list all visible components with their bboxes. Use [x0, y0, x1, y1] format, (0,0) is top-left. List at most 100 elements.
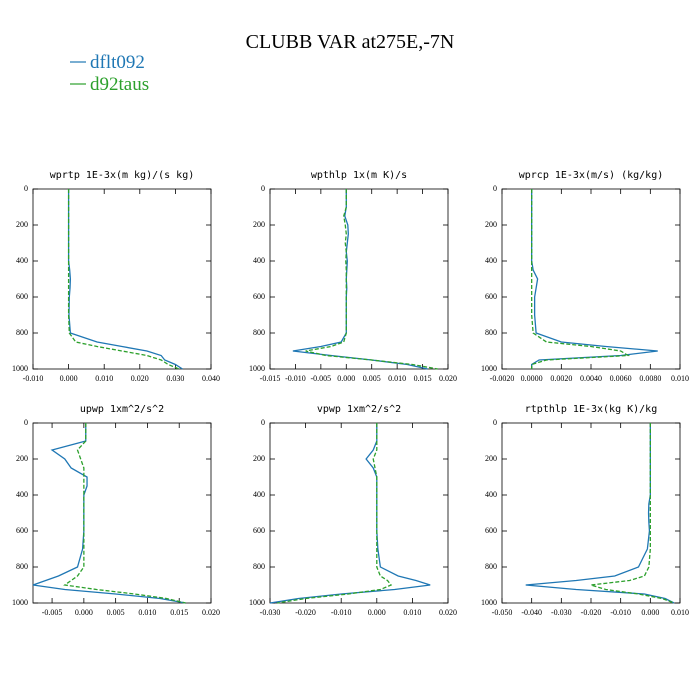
- y-tick-label: 400: [485, 256, 497, 265]
- x-tick-label: 0.010: [388, 374, 406, 383]
- profile-line: [67, 189, 183, 370]
- x-tick-label: -0.005: [42, 608, 63, 617]
- x-tick-label: 0.0080: [639, 374, 661, 383]
- x-tick-label: 0.020: [202, 608, 220, 617]
- profile-line: [531, 189, 631, 369]
- x-tick-label: -0.020: [295, 608, 316, 617]
- y-tick-label: 1000: [249, 364, 265, 373]
- y-tick-label: 200: [16, 454, 28, 463]
- x-tick-label: 0.010: [138, 608, 156, 617]
- y-tick-label: 800: [16, 562, 28, 571]
- y-tick-label: 0: [261, 418, 265, 427]
- x-tick-label: 0.020: [439, 608, 457, 617]
- x-tick-label: 0.005: [363, 374, 381, 383]
- profile-line: [292, 189, 428, 370]
- x-tick-label: 0.005: [107, 608, 125, 617]
- y-tick-label: 600: [16, 292, 28, 301]
- x-tick-label: 0.015: [170, 608, 188, 617]
- x-tick-label: 0.0060: [610, 374, 632, 383]
- x-tick-label: -0.030: [551, 608, 572, 617]
- x-tick-label: -0.010: [610, 608, 631, 617]
- x-tick-label: -0.040: [521, 608, 542, 617]
- y-tick-label: 1000: [249, 598, 265, 607]
- x-tick-label: 0.010: [671, 374, 689, 383]
- plot-frame: [501, 188, 681, 370]
- y-tick-label: 400: [253, 256, 265, 265]
- profile-line: [305, 189, 438, 370]
- profile-line: [67, 189, 180, 370]
- x-tick-label: 0.020: [131, 374, 149, 383]
- x-tick-label: -0.015: [260, 374, 281, 383]
- x-tick-label: 0.000: [337, 374, 355, 383]
- x-tick-label: 0.015: [414, 374, 432, 383]
- x-tick-label: -0.050: [492, 608, 513, 617]
- x-tick-label: 0.0020: [550, 374, 572, 383]
- y-tick-label: 200: [253, 454, 265, 463]
- x-tick-label: 0.010: [671, 608, 689, 617]
- y-tick-label: 1000: [481, 598, 497, 607]
- x-tick-label: 0.000: [75, 608, 93, 617]
- x-tick-label: -0.030: [260, 608, 281, 617]
- panel-title: rtpthlp 1E-3x(kg K)/kg: [525, 404, 657, 415]
- x-tick-label: 0.020: [439, 374, 457, 383]
- y-tick-label: 800: [485, 328, 497, 337]
- y-tick-label: 200: [16, 220, 28, 229]
- y-tick-label: 0: [261, 184, 265, 193]
- y-tick-label: 0: [493, 418, 497, 427]
- y-tick-label: 400: [16, 490, 28, 499]
- y-tick-label: 1000: [481, 364, 497, 373]
- x-tick-label: 0.010: [95, 374, 113, 383]
- x-tick-label: 0.0000: [521, 374, 543, 383]
- figure-title: CLUBB VAR at275E,-7N: [246, 31, 455, 53]
- y-tick-label: 200: [253, 220, 265, 229]
- y-tick-label: 600: [485, 526, 497, 535]
- plot-frame: [501, 422, 681, 604]
- y-tick-label: 400: [485, 490, 497, 499]
- y-tick-label: 800: [253, 562, 265, 571]
- panel-title: wpthlp 1x(m K)/s: [311, 170, 407, 181]
- y-tick-label: 400: [16, 256, 28, 265]
- legend-label: dflt092: [90, 52, 145, 73]
- profile-line: [525, 423, 675, 604]
- plot-frame: [32, 188, 212, 370]
- x-tick-label: 0.030: [166, 374, 184, 383]
- y-tick-label: 1000: [12, 364, 28, 373]
- y-tick-label: 0: [24, 418, 28, 427]
- legend-label: d92taus: [90, 74, 149, 95]
- y-tick-label: 600: [485, 292, 497, 301]
- y-tick-label: 0: [493, 184, 497, 193]
- x-tick-label: 0.0040: [580, 374, 602, 383]
- x-tick-label: -0.010: [285, 374, 306, 383]
- profile-line: [63, 423, 186, 604]
- profile-line: [269, 423, 431, 604]
- plot-frame: [32, 422, 212, 604]
- plot-frame: [269, 422, 449, 604]
- y-tick-label: 0: [24, 184, 28, 193]
- x-tick-label: 0.000: [368, 608, 386, 617]
- profile-line: [590, 423, 675, 604]
- panel-title: upwp 1xm^2/s^2: [80, 404, 164, 415]
- panel-title: wprcp 1E-3x(m/s) (kg/kg): [519, 170, 664, 181]
- x-tick-label: 0.010: [403, 608, 421, 617]
- x-tick-label: -0.0020: [490, 374, 515, 383]
- profile-line: [32, 423, 186, 604]
- y-tick-label: 600: [16, 526, 28, 535]
- y-tick-label: 800: [485, 562, 497, 571]
- profile-line: [277, 423, 393, 604]
- y-tick-label: 200: [485, 220, 497, 229]
- y-tick-label: 600: [253, 292, 265, 301]
- y-tick-label: 600: [253, 526, 265, 535]
- y-tick-label: 400: [253, 490, 265, 499]
- panel-title: vpwp 1xm^2/s^2: [317, 404, 401, 415]
- y-tick-label: 800: [16, 328, 28, 337]
- y-tick-label: 1000: [12, 598, 28, 607]
- x-tick-label: -0.010: [331, 608, 352, 617]
- x-tick-label: -0.020: [581, 608, 602, 617]
- plot-frame: [269, 188, 449, 370]
- x-tick-label: 0.000: [60, 374, 78, 383]
- panel-title: wprtp 1E-3x(m kg)/(s kg): [50, 170, 195, 181]
- x-tick-label: 0.040: [202, 374, 220, 383]
- x-tick-label: -0.010: [23, 374, 44, 383]
